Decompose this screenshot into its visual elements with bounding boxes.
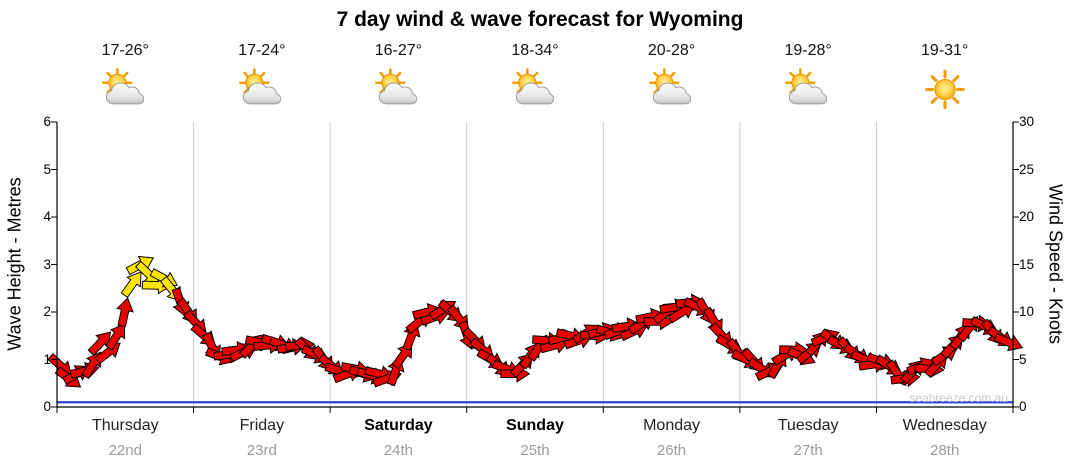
temperature-range: 20-28° xyxy=(647,42,696,59)
wave-height-tick-label: 3 xyxy=(43,256,51,272)
day-label: Friday 23rd xyxy=(194,417,331,459)
wind-speed-tick-label: 5 xyxy=(1019,351,1027,367)
temperature-range: 18-34° xyxy=(511,42,559,59)
day-date: 23rd xyxy=(246,442,277,459)
temperature-range: 17-24° xyxy=(238,42,286,59)
day-label: Wednesday 28th xyxy=(876,417,1013,459)
day-name: Tuesday xyxy=(777,417,839,434)
wind-speed-tick-label: 15 xyxy=(1019,256,1035,272)
day-label: Sunday 25th xyxy=(467,417,604,459)
day-name: Thursday xyxy=(91,417,159,434)
day-name: Friday xyxy=(239,417,285,434)
day-label: Saturday 24th xyxy=(330,417,467,459)
page-title: 7 day wind & wave forecast for Wyoming xyxy=(336,8,744,31)
day-label: Thursday 22nd xyxy=(57,417,194,459)
day-forecast-column: 16-27° xyxy=(330,0,467,120)
wave-height-tick-label: 5 xyxy=(43,161,51,177)
day-label: Tuesday 27th xyxy=(740,417,877,459)
day-label: Monday 26th xyxy=(603,417,740,459)
temperature-range: 19-31° xyxy=(921,42,969,59)
temperature-range: 16-27° xyxy=(374,42,423,59)
axes xyxy=(51,121,1019,413)
day-name: Saturday xyxy=(364,417,433,434)
wave-height-tick-label: 6 xyxy=(43,114,51,129)
day-name: Monday xyxy=(643,417,701,434)
temperature-range: 17-26° xyxy=(101,42,149,59)
day-forecast-column: 17-24° xyxy=(194,0,331,120)
day-date: 26th xyxy=(656,442,687,459)
wind-speed-tick-label: 20 xyxy=(1019,209,1035,224)
watermark: seabreeze.com.au xyxy=(909,391,1008,405)
day-date: 28th xyxy=(930,442,960,459)
day-forecast-column: 20-28° xyxy=(603,0,740,120)
day-forecast-column: 19-31° xyxy=(876,0,1013,120)
day-name: Wednesday xyxy=(902,417,987,434)
wind-speed-tick-label: 25 xyxy=(1019,161,1035,177)
wind-arrows xyxy=(47,255,1024,388)
wave-height-tick-label: 0 xyxy=(43,399,51,414)
wind-speed-tick-label: 10 xyxy=(1019,304,1035,319)
wind-speed-tick-label: 30 xyxy=(1019,114,1035,129)
day-date: 25th xyxy=(520,442,550,459)
right-axis-title: Wind Speed - Knots xyxy=(1045,183,1066,345)
day-date: 24th xyxy=(383,442,414,459)
wave-height-tick-label: 4 xyxy=(43,209,51,224)
temperature-range: 19-28° xyxy=(784,42,832,59)
day-date: 27th xyxy=(793,442,823,459)
day-forecast-column: 18-34° xyxy=(467,0,604,120)
day-forecast-column: 17-26° xyxy=(57,0,194,120)
day-forecast-column: 19-28° xyxy=(740,0,877,120)
wave-height-tick-label: 1 xyxy=(43,351,51,367)
wind-speed-tick-label: 0 xyxy=(1019,399,1027,414)
day-date: 22nd xyxy=(108,442,142,459)
day-name: Sunday xyxy=(506,417,564,434)
wave-height-tick-label: 2 xyxy=(43,304,51,319)
